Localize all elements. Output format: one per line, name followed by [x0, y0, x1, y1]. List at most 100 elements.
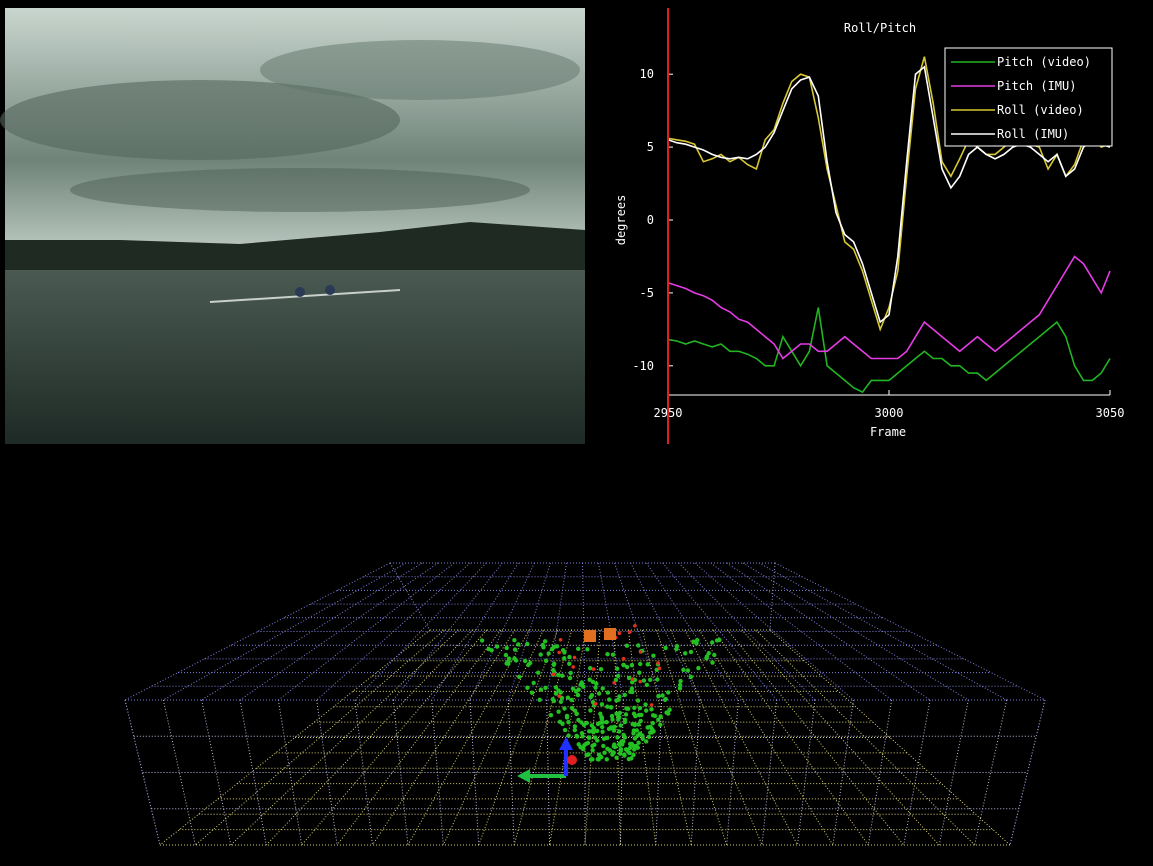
point	[543, 686, 547, 690]
point	[576, 687, 580, 691]
point	[625, 665, 629, 669]
point	[489, 648, 493, 652]
point	[554, 691, 558, 695]
point	[538, 698, 542, 702]
point	[585, 647, 589, 651]
point	[590, 748, 594, 752]
point	[557, 651, 561, 655]
point	[636, 746, 640, 750]
point	[562, 656, 566, 660]
point	[639, 713, 643, 717]
grid-line	[975, 700, 1007, 845]
point	[648, 678, 652, 682]
point	[526, 663, 530, 667]
point	[552, 662, 556, 666]
point	[637, 671, 641, 675]
point	[650, 727, 654, 731]
point	[627, 751, 631, 755]
point	[558, 720, 562, 724]
y-tick-label: -10	[632, 359, 654, 373]
grid-line	[390, 563, 430, 630]
point	[683, 651, 687, 655]
point	[576, 647, 580, 651]
point	[480, 638, 484, 642]
axis-x-head	[517, 769, 530, 783]
point	[605, 705, 609, 709]
point	[593, 685, 597, 689]
point	[590, 723, 594, 727]
chart: Roll/Pitch Frame degrees -10-50510295030…	[614, 8, 1124, 444]
y-tick-label: 5	[647, 140, 654, 154]
point	[550, 647, 554, 651]
point	[575, 734, 579, 738]
point	[597, 691, 601, 695]
point	[674, 647, 678, 651]
point	[666, 711, 670, 715]
legend-label: Roll (video)	[997, 103, 1084, 117]
x-tick-label: 3050	[1096, 406, 1125, 420]
point	[608, 748, 612, 752]
3d-view	[125, 563, 1045, 845]
point	[632, 712, 636, 716]
point	[581, 685, 585, 689]
point	[592, 743, 596, 747]
point	[523, 659, 527, 663]
point	[647, 735, 651, 739]
grid-line	[514, 630, 572, 845]
point	[539, 652, 543, 656]
video-frame	[0, 8, 585, 444]
point	[660, 693, 664, 697]
grid-line	[770, 563, 775, 630]
point	[628, 746, 632, 750]
point	[506, 660, 510, 664]
point	[580, 731, 584, 735]
axis-z-head	[559, 737, 573, 750]
point	[635, 728, 639, 732]
point	[552, 673, 556, 677]
point	[619, 747, 623, 751]
point	[566, 696, 570, 700]
point	[618, 752, 622, 756]
point	[656, 694, 660, 698]
point	[630, 742, 634, 746]
point	[566, 733, 570, 737]
point	[613, 745, 617, 749]
point	[638, 662, 642, 666]
point	[568, 676, 572, 680]
point	[588, 708, 592, 712]
point	[525, 642, 529, 646]
point	[596, 722, 600, 726]
point	[667, 708, 671, 712]
point	[532, 681, 536, 685]
point	[616, 674, 620, 678]
point	[617, 694, 621, 698]
page: {"chart_data": {"type": "line", "title":…	[0, 0, 1153, 862]
point	[570, 698, 574, 702]
point	[632, 706, 636, 710]
point	[631, 753, 635, 757]
point	[514, 658, 518, 662]
point	[600, 725, 604, 729]
y-tick-label: -5	[640, 286, 654, 300]
point	[619, 723, 623, 727]
point	[561, 648, 565, 652]
point	[696, 666, 700, 670]
point	[631, 677, 635, 681]
point	[554, 685, 558, 689]
point	[594, 702, 598, 706]
point	[559, 690, 563, 694]
camera	[584, 630, 596, 642]
point	[623, 718, 627, 722]
point	[651, 654, 655, 658]
grid-line	[355, 700, 373, 845]
point	[611, 653, 615, 657]
point	[704, 656, 708, 660]
point	[624, 706, 628, 710]
point	[646, 662, 650, 666]
point	[536, 671, 540, 675]
point	[658, 714, 662, 718]
point	[651, 713, 655, 717]
point	[644, 708, 648, 712]
point	[581, 747, 585, 751]
series-line	[668, 308, 1110, 393]
